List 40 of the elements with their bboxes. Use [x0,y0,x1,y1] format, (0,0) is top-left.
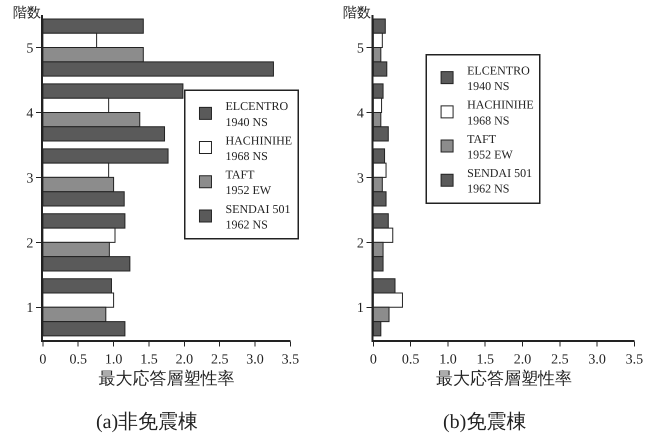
x-tick-label: 2.0 [514,352,532,368]
text: (a)非免震棟 [96,411,198,433]
x-tick-label: 3.5 [282,352,300,368]
x-tick-label: 0 [370,352,377,368]
x-tick-label: 3.5 [626,352,644,368]
y-tick-label: 1 [26,301,34,316]
y-tick-label: 5 [26,41,34,56]
y-tick-label: 2 [356,236,364,252]
x-tick-label: 1.5 [140,352,158,368]
x-tick-label: 3.0 [246,352,264,368]
x-tick-label: 1.0 [439,352,457,368]
y-axis-title: 階数 [13,5,41,21]
x-tick-label: 3.0 [588,352,606,368]
text: (b)免震棟 [443,411,526,433]
y-tick-label: 3 [26,171,34,186]
x-tick-label: 0 [39,352,46,368]
legend-label: SENDAI 501 1962 NS [225,202,290,232]
y-tick-label: 1 [356,301,364,316]
x-tick-label: 2.5 [551,352,569,368]
x-tick-label: 0.5 [69,352,87,368]
x-tick-label: 2.0 [176,352,194,368]
y-tick-label: 2 [26,236,34,252]
x-tick-label: 1.5 [476,352,494,368]
x-tick-label: 1.0 [104,352,122,368]
x-tick-label: 0.5 [402,352,420,368]
x-axis-title: 最大応答層塑性率 [436,369,572,388]
legend-label: TAFT 1952 EW [225,168,272,198]
x-axis-title: 最大応答層塑性率 [98,369,235,388]
legend-label: SENDAI 501 1962 NS [467,166,532,196]
y-tick-label: 4 [356,106,364,122]
legend-label: ELCENTRO 1940 NS [225,99,288,129]
y-tick-label: 5 [356,41,364,56]
legend-label: HACHINIHE 1968 NS [467,98,534,128]
legend-label: TAFT 1952 EW [467,132,514,162]
y-tick-label: 3 [356,171,364,186]
y-tick-label: 4 [26,106,34,122]
x-tick-label: 2.5 [210,352,228,368]
y-axis-title: 階数 [343,5,371,21]
legend-label: HACHINIHE 1968 NS [225,133,292,164]
legend-label: ELCENTRO 1940 NS [467,64,530,94]
